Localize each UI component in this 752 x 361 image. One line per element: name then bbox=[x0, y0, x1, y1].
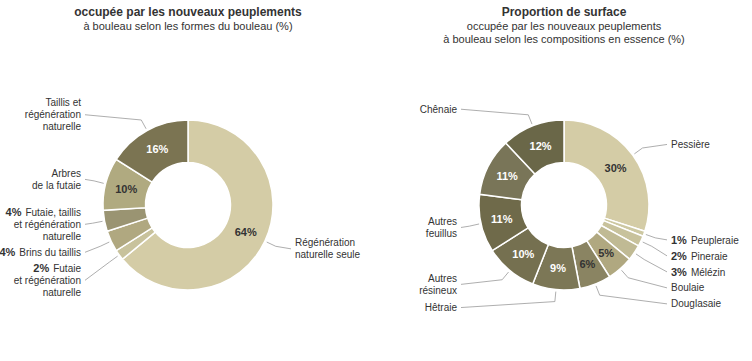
leader-line bbox=[636, 254, 667, 272]
leader-line bbox=[646, 234, 667, 239]
data-label: 3% bbox=[671, 266, 687, 278]
category-label: 1% Peupleraie bbox=[671, 234, 739, 246]
category-label: Arbres bbox=[52, 168, 81, 179]
leader-line bbox=[634, 144, 667, 153]
category-label: Boulaie bbox=[671, 282, 705, 293]
category-label: et régénération bbox=[14, 219, 81, 230]
data-label: 16% bbox=[146, 143, 168, 155]
data-label: 11% bbox=[491, 213, 513, 225]
figure: occupée par les nouveaux peuplementsà bo… bbox=[0, 0, 752, 361]
leader-line bbox=[85, 242, 109, 252]
category-label: de la futaie bbox=[32, 180, 81, 191]
leader-line bbox=[267, 242, 291, 249]
data-label: 4% bbox=[0, 246, 16, 258]
category-label: Taillis et bbox=[45, 97, 81, 108]
data-label: 4% bbox=[6, 206, 22, 218]
category-label: naturelle bbox=[43, 231, 82, 242]
data-label: 6% bbox=[580, 258, 596, 270]
category-label: Mélézin bbox=[691, 266, 725, 277]
category-label: Hêtraie bbox=[425, 302, 458, 313]
category-label: 2% Futaie bbox=[33, 262, 81, 274]
wedge bbox=[564, 120, 649, 231]
leader-line bbox=[622, 270, 667, 288]
category-label: feuillus bbox=[426, 228, 457, 239]
category-label: Pineraie bbox=[691, 250, 728, 261]
leader-line bbox=[461, 224, 479, 227]
category-label: résineux bbox=[419, 285, 457, 296]
category-label: 4%Futaie, taillis bbox=[6, 206, 81, 218]
category-label: Autres bbox=[428, 216, 457, 227]
category-label: Douglasaie bbox=[671, 298, 721, 309]
leader-line bbox=[85, 221, 103, 224]
title: Proportion de surface bbox=[502, 5, 627, 19]
leader-line bbox=[85, 256, 118, 280]
leader-line bbox=[461, 272, 509, 284]
title: occupée par les nouveaux peuplements bbox=[74, 5, 302, 19]
data-label: 11% bbox=[496, 170, 518, 182]
subtitle: à bouleau selon les compositions en esse… bbox=[443, 33, 685, 45]
data-label: 30% bbox=[605, 162, 627, 174]
data-label: 10% bbox=[512, 248, 534, 260]
category-label: Futaie bbox=[53, 263, 81, 274]
data-label: 2% bbox=[33, 262, 49, 274]
chart-panel: Proportion de surfaceoccupée par les nou… bbox=[419, 5, 739, 313]
data-label: 1% bbox=[671, 234, 687, 246]
category-label: Futaie, taillis bbox=[25, 207, 81, 218]
wedge bbox=[103, 208, 147, 232]
leader-line bbox=[85, 115, 146, 129]
category-label: 4%Brins du taillis bbox=[0, 246, 81, 258]
leader-line bbox=[461, 292, 556, 308]
category-label: naturelle bbox=[43, 121, 82, 132]
wedges bbox=[479, 120, 649, 290]
wedges bbox=[103, 120, 273, 290]
data-label: 64% bbox=[235, 226, 257, 238]
data-label: 10% bbox=[115, 183, 137, 195]
category-label: naturelle bbox=[43, 287, 82, 298]
data-label: 2% bbox=[671, 250, 687, 262]
leader-line bbox=[596, 286, 667, 304]
leader-line bbox=[461, 109, 532, 124]
subtitle: occupée par les nouveaux peuplements bbox=[467, 20, 662, 32]
leader-line bbox=[643, 242, 667, 256]
category-label: et régénération bbox=[14, 275, 81, 286]
wedge bbox=[116, 120, 188, 182]
category-label: Brins du taillis bbox=[19, 247, 81, 258]
category-label: Régénération bbox=[295, 237, 355, 248]
category-label: Peupleraie bbox=[691, 234, 739, 245]
category-label: régénération bbox=[25, 109, 81, 120]
leader-line bbox=[85, 179, 104, 183]
chart-panel: occupée par les nouveaux peuplementsà bo… bbox=[0, 5, 360, 298]
data-label: 12% bbox=[530, 140, 552, 152]
category-label: naturelle seule bbox=[295, 249, 360, 260]
data-label: 5% bbox=[598, 247, 614, 259]
wedge bbox=[506, 120, 564, 174]
category-label: Chênaie bbox=[420, 104, 458, 115]
category-label: 2% Pineraie bbox=[671, 250, 728, 262]
category-label: Autres bbox=[428, 273, 457, 284]
subtitle: à bouleau selon les formes du bouleau (%… bbox=[83, 20, 292, 32]
wedge bbox=[479, 194, 528, 250]
category-label: 3% Mélézin bbox=[671, 266, 725, 278]
category-label: Pessière bbox=[671, 139, 710, 150]
data-label: 9% bbox=[550, 262, 566, 274]
